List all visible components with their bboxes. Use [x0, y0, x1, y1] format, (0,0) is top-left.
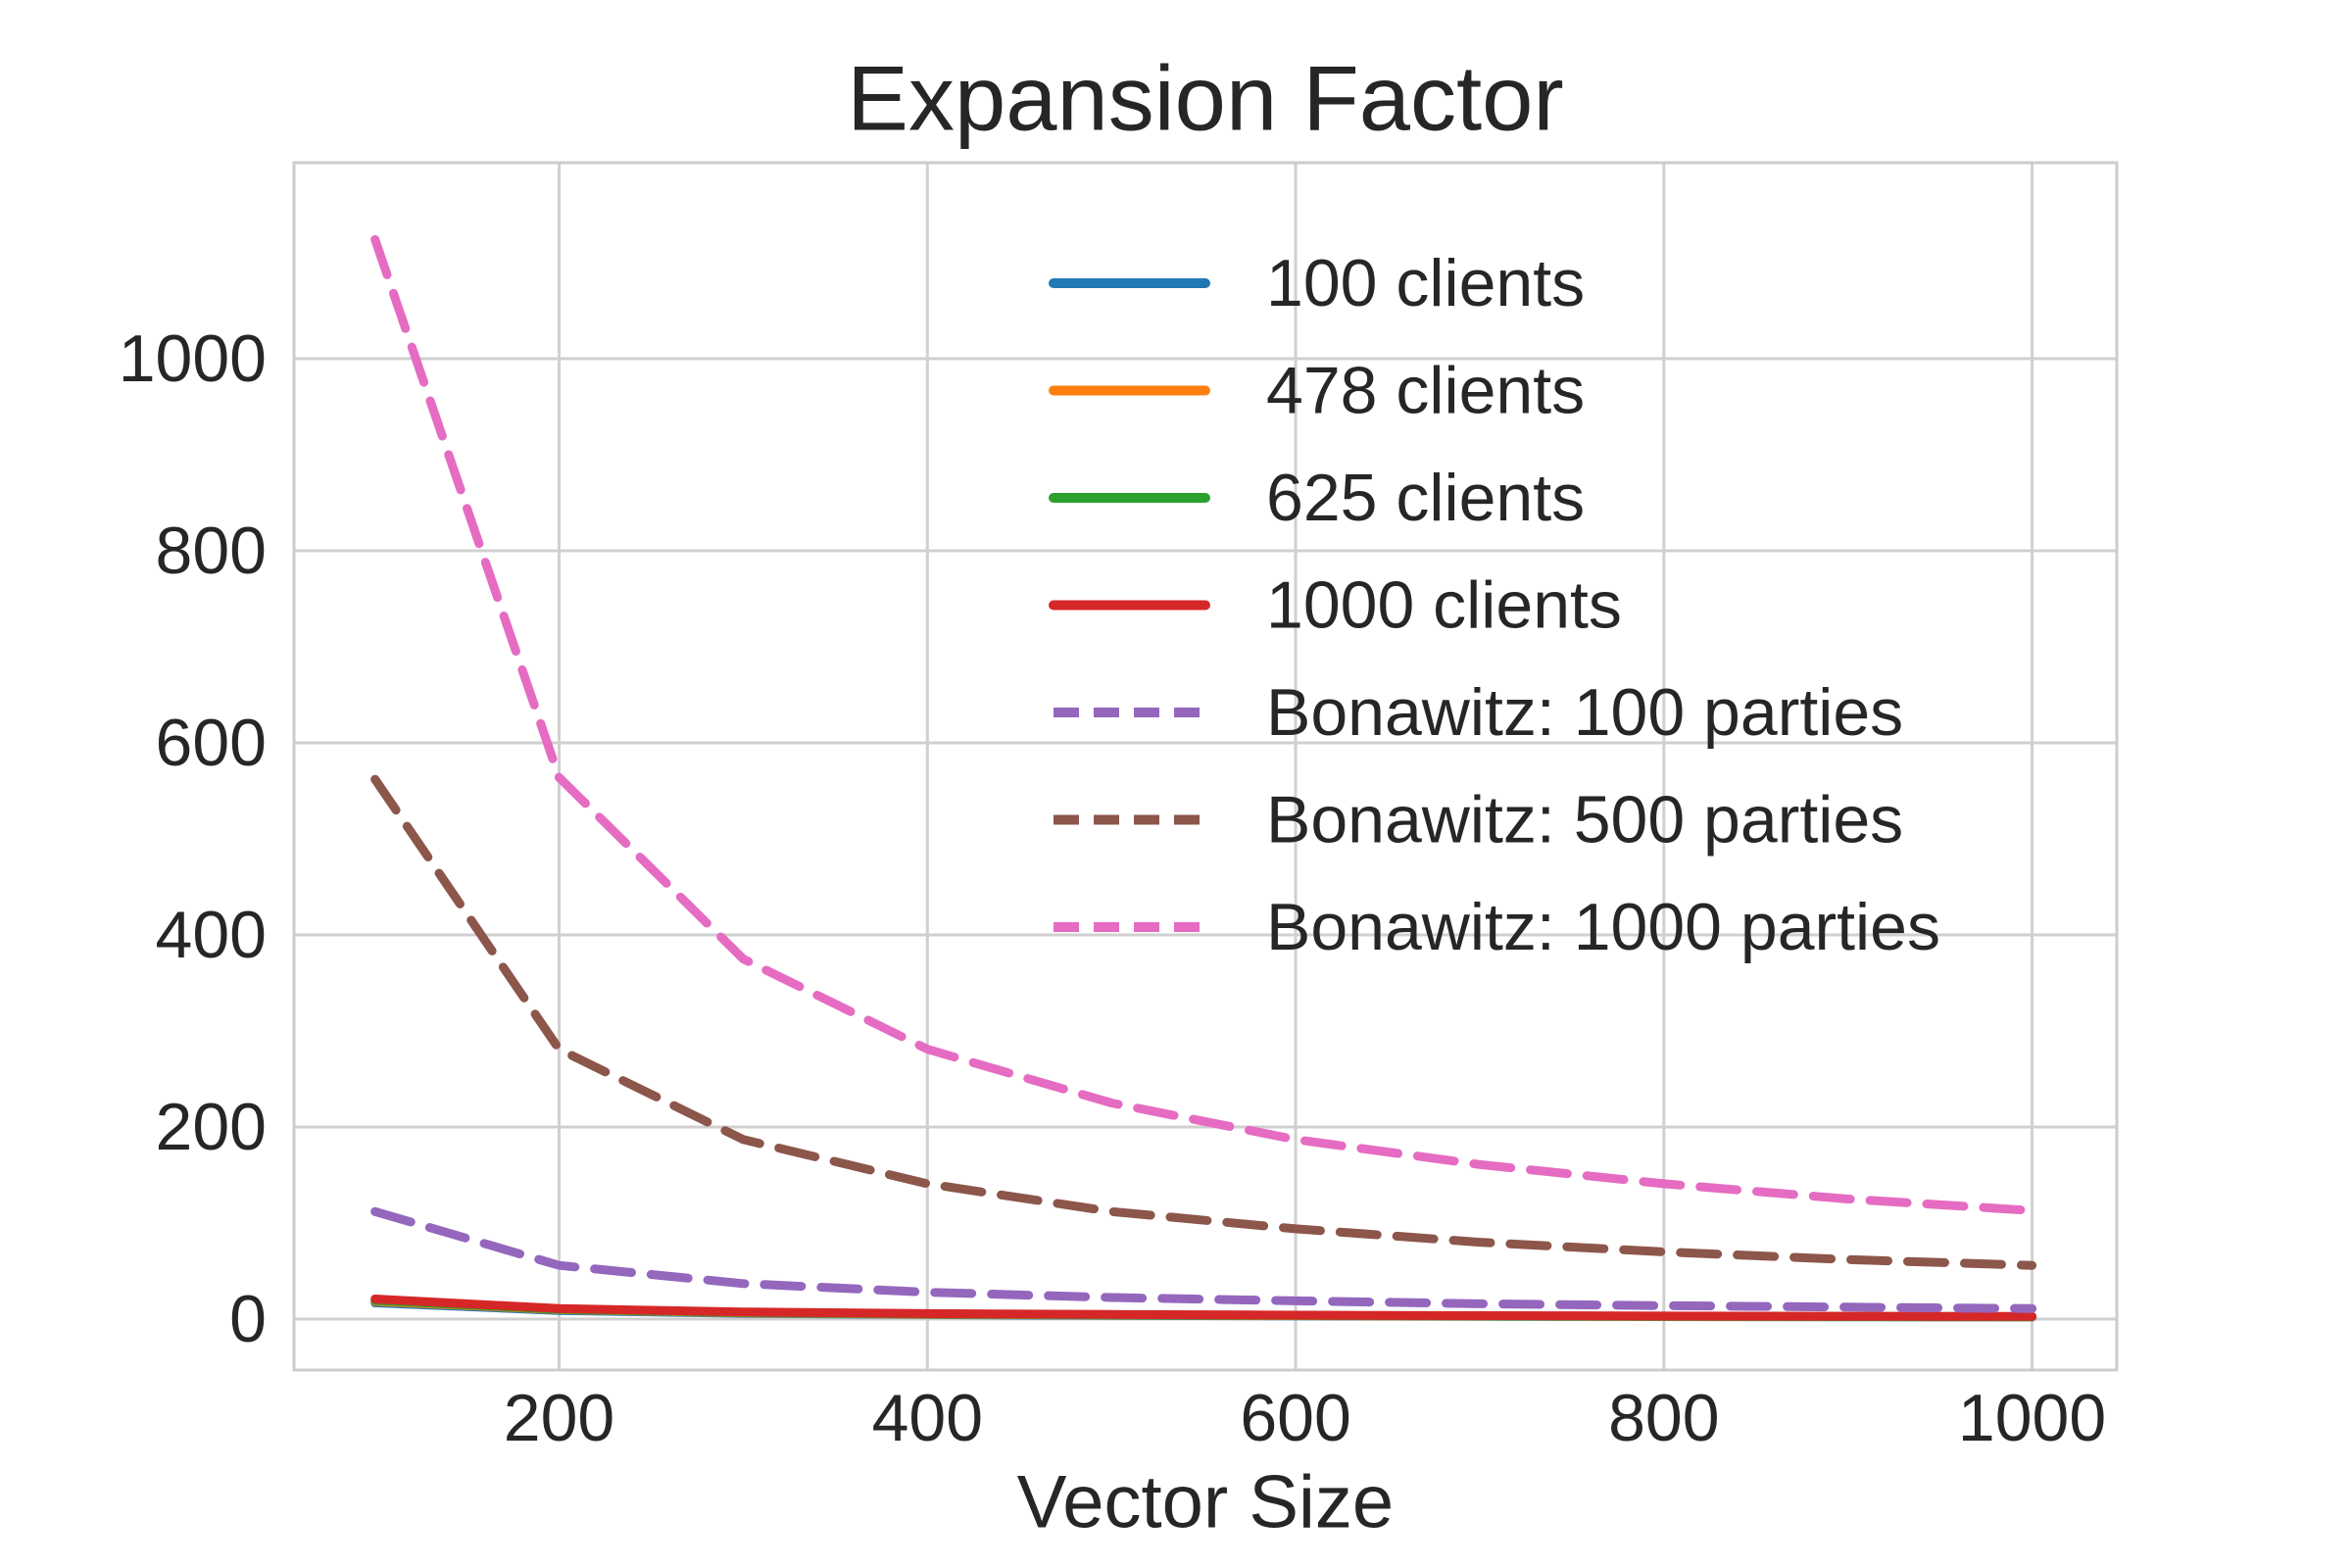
- series-layer: [370, 234, 2037, 1322]
- y-tick-0: 0: [229, 1282, 267, 1356]
- legend-item-100-clients: 100 clients: [1049, 246, 1585, 320]
- y-tick-400: 400: [156, 898, 267, 972]
- legend-item-478-clients: 478 clients: [1049, 354, 1585, 428]
- legend-label-625-clients: 625 clients: [1266, 461, 1585, 535]
- x-tick-1000: 1000: [1958, 1381, 2106, 1455]
- line-bonawitz-500-parties: [370, 774, 2037, 1270]
- legend-label-bonawitz-1000-parties: Bonawitz: 1000 parties: [1266, 890, 1940, 964]
- legend-item-1000-clients: 1000 clients: [1049, 568, 1622, 643]
- x-tick-800: 800: [1608, 1381, 1719, 1455]
- y-tick-1000: 1000: [119, 321, 267, 396]
- legend-item-625-clients: 625 clients: [1049, 461, 1585, 535]
- tick-layer: 0 200 400 600 800 1000 200 400 600 800 1000: [119, 321, 2106, 1455]
- line-bonawitz-1000-parties: [370, 234, 2037, 1215]
- legend: 100 clients 478 clients 625 clients 1000 cl…: [1049, 246, 1940, 964]
- legend-label-1000-clients: 1000 clients: [1266, 568, 1622, 643]
- x-tick-600: 600: [1240, 1381, 1350, 1455]
- y-tick-200: 200: [156, 1090, 267, 1164]
- legend-label-478-clients: 478 clients: [1266, 354, 1585, 428]
- y-tick-600: 600: [156, 706, 267, 780]
- plot-border: [292, 161, 2119, 1372]
- x-axis-label: Vector Size: [1017, 1461, 1394, 1544]
- legend-item-bonawitz-1000-parties: Bonawitz: 1000 parties: [1054, 890, 1940, 964]
- chart-title: Expansion Factor: [847, 47, 1563, 150]
- x-tick-400: 400: [872, 1381, 983, 1455]
- line-bonawitz-100-parties: [370, 1206, 2037, 1313]
- legend-label-bonawitz-500-parties: Bonawitz: 500 parties: [1266, 783, 1903, 858]
- legend-item-bonawitz-100-parties: Bonawitz: 100 parties: [1054, 675, 1903, 750]
- grid-layer: [294, 163, 2117, 1370]
- legend-item-bonawitz-500-parties: Bonawitz: 500 parties: [1054, 783, 1903, 858]
- x-tick-200: 200: [504, 1381, 614, 1455]
- line-1000-clients: [370, 1295, 2037, 1321]
- legend-label-100-clients: 100 clients: [1266, 246, 1585, 320]
- y-tick-800: 800: [156, 514, 267, 588]
- legend-label-bonawitz-100-parties: Bonawitz: 100 parties: [1266, 675, 1903, 750]
